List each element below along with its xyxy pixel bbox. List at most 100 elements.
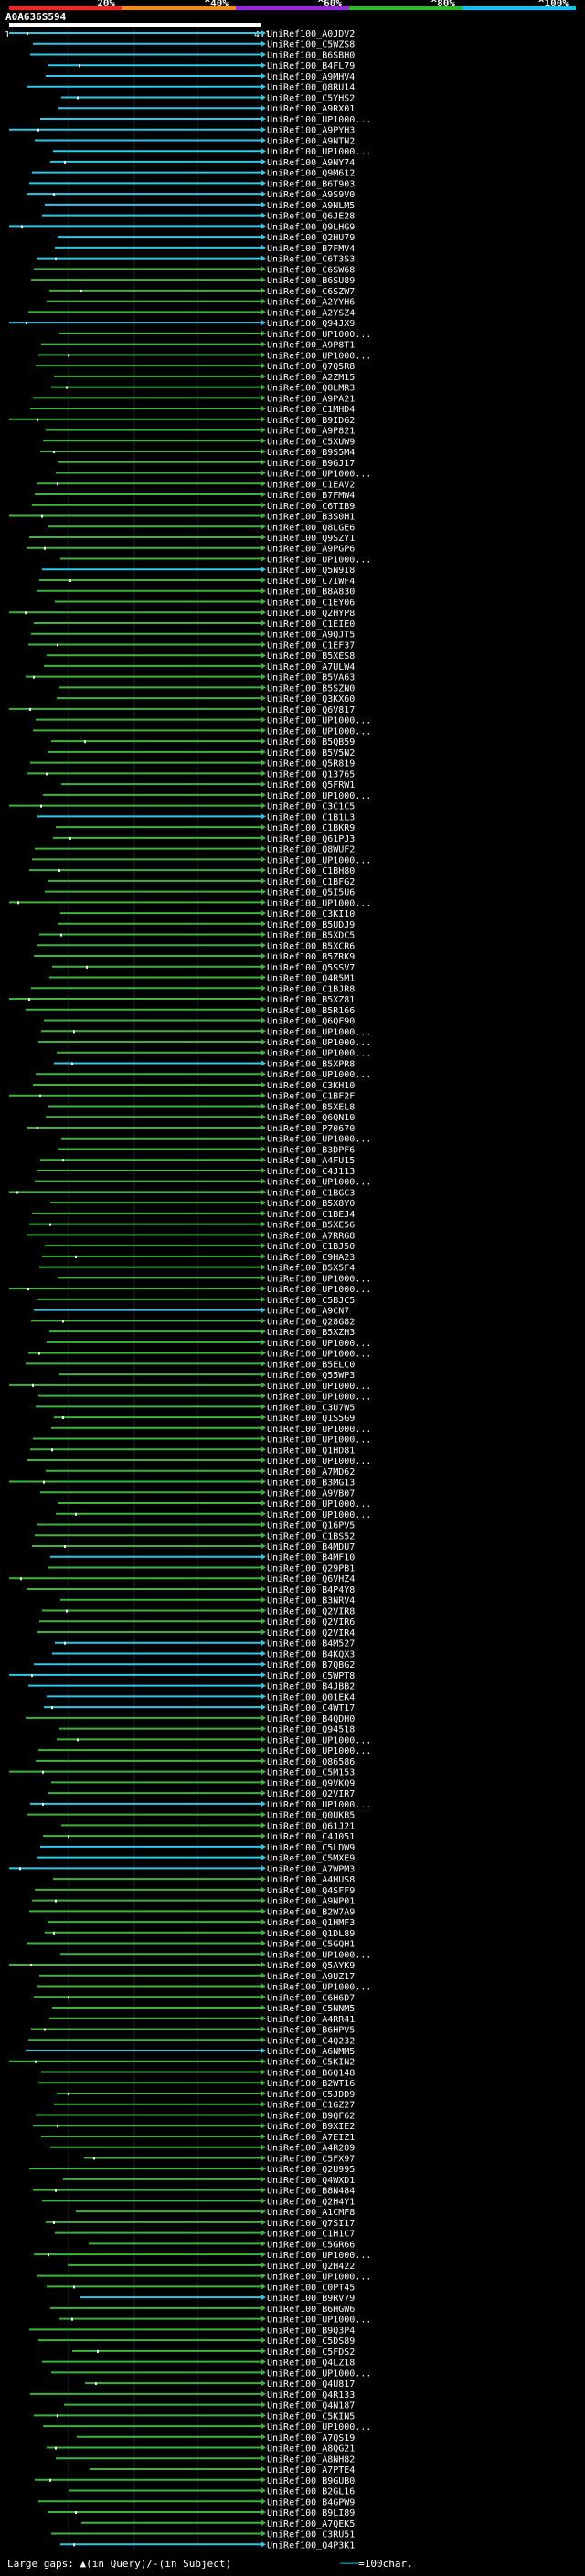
hit-row: UniRef100_C5KIN5 bbox=[34, 2412, 355, 2422]
hit-label: UniRef100_A9MHV4 bbox=[267, 72, 355, 82]
hit-arrow bbox=[261, 524, 266, 530]
hit-arrow bbox=[261, 1779, 266, 1786]
hit-row: UniRef100_UP1000... bbox=[9, 898, 371, 908]
hit-row: UniRef100_B9GUB0 bbox=[35, 2476, 355, 2486]
hit-row: UniRef100_Q7Q5R8 bbox=[36, 362, 355, 372]
hit-label: UniRef100_Q6VHZ4 bbox=[267, 1574, 355, 1585]
hit-arrow bbox=[261, 1318, 266, 1324]
hit-arrow bbox=[261, 610, 266, 616]
hit-row: UniRef100_UP1000... bbox=[59, 2316, 371, 2326]
hit-label: UniRef100_Q4LZ18 bbox=[267, 2359, 355, 2369]
hit-label: UniRef100_B9S5M4 bbox=[267, 448, 355, 458]
hit-row: UniRef100_UP1000... bbox=[43, 2422, 371, 2433]
hit-label: UniRef100_C0PT45 bbox=[267, 2283, 355, 2293]
gap-marker bbox=[51, 1706, 53, 1710]
in-subject-label: (in Subject) bbox=[158, 2558, 232, 2570]
hit-label: UniRef100_C1H1C7 bbox=[267, 2230, 355, 2240]
hit-row: UniRef100_UP1000... bbox=[38, 1038, 371, 1048]
hit-arrow bbox=[261, 287, 266, 293]
gap-marker bbox=[55, 1899, 57, 1903]
hit-arrow bbox=[261, 2166, 266, 2172]
hit-arrow bbox=[261, 1039, 266, 1044]
hit-arrow bbox=[261, 2123, 266, 2129]
gap-marker bbox=[42, 1802, 44, 1806]
hit-row: UniRef100_Q2HU79 bbox=[58, 233, 355, 243]
hit-arrow bbox=[261, 2487, 266, 2494]
hit-label: UniRef100_Q9LHG9 bbox=[267, 222, 355, 232]
hit-label: UniRef100_A4FU15 bbox=[267, 1156, 355, 1166]
hit-row: UniRef100_Q8LGE6 bbox=[48, 523, 355, 533]
hit-row: UniRef100_UP1000... bbox=[56, 1511, 371, 1521]
hit-arrow bbox=[261, 1081, 266, 1087]
hit-row: UniRef100_C1H1C7 bbox=[55, 2230, 355, 2240]
hit-row: UniRef100_B5XZH3 bbox=[49, 1328, 355, 1338]
hit-arrow bbox=[261, 1564, 266, 1571]
hit-label: UniRef100_B4M527 bbox=[267, 1639, 355, 1649]
hit-row: UniRef100_B5XZ81 bbox=[9, 995, 355, 1005]
hit-arrow bbox=[261, 470, 266, 476]
hit-arrow bbox=[261, 255, 266, 261]
hit-arrow bbox=[261, 1210, 266, 1216]
hit-arrow bbox=[261, 309, 266, 315]
gap-marker bbox=[68, 354, 69, 357]
hit-arrow bbox=[261, 1017, 266, 1023]
hit-label: UniRef100_Q2VIR6 bbox=[267, 1617, 355, 1627]
hit-arrow bbox=[261, 502, 266, 508]
hit-arrow bbox=[261, 1458, 266, 1464]
hit-label: UniRef100_Q4R5M1 bbox=[267, 974, 355, 984]
gap-marker bbox=[71, 1062, 73, 1065]
hit-row: UniRef100_C1BJR8 bbox=[31, 984, 355, 994]
hit-arrow bbox=[261, 1543, 266, 1549]
hit-row: UniRef100_B5ELC0 bbox=[26, 1360, 355, 1370]
hit-label: UniRef100_B6HPV5 bbox=[267, 2026, 355, 2036]
hit-row: UniRef100_B4MDU7 bbox=[32, 1542, 355, 1553]
hit-arrow bbox=[261, 1071, 266, 1077]
hit-label: UniRef100_UP1000... bbox=[267, 1950, 371, 1960]
hit-arrow bbox=[261, 1682, 266, 1689]
hit-arrow bbox=[261, 1253, 266, 1259]
hit-row: UniRef100_B4QDH0 bbox=[26, 1714, 355, 1724]
hit-row: UniRef100_Q61J21 bbox=[61, 1821, 355, 1831]
hit-row: UniRef100_Q7SI17 bbox=[46, 2219, 355, 2229]
hit-arrow bbox=[261, 2080, 266, 2086]
hit-label: UniRef100_B2WT16 bbox=[267, 2079, 355, 2089]
hit-row: UniRef100_Q6JE28 bbox=[42, 212, 355, 222]
hit-arrow bbox=[261, 1468, 266, 1474]
hit-label: UniRef100_B9QF62 bbox=[267, 2111, 355, 2121]
hit-row: UniRef100_UP1000... bbox=[32, 855, 371, 865]
hit-label: UniRef100_Q0UKB5 bbox=[267, 1811, 355, 1821]
hit-row: UniRef100_A7MD62 bbox=[46, 1468, 355, 1478]
hit-row: UniRef100_Q4LZ18 bbox=[42, 2359, 355, 2369]
hit-label: UniRef100_C1EY06 bbox=[267, 598, 355, 608]
hit-label: UniRef100_A7QS19 bbox=[267, 2433, 355, 2443]
gap-marker bbox=[73, 2543, 75, 2547]
hit-row: UniRef100_UP1000... bbox=[38, 351, 371, 361]
gap-marker bbox=[66, 386, 68, 389]
hit-arrow bbox=[261, 2337, 266, 2344]
hit-arrow bbox=[261, 2359, 266, 2365]
hit-label: UniRef100_Q7SI17 bbox=[267, 2219, 355, 2229]
hit-arrow bbox=[261, 1286, 266, 1292]
gap-marker bbox=[60, 933, 62, 937]
hit-label: UniRef100_B8N484 bbox=[267, 2187, 355, 2197]
hit-row: UniRef100_B9RV79 bbox=[80, 2294, 355, 2304]
hit-arrow bbox=[261, 856, 266, 863]
hit-row: UniRef100_UP1000... bbox=[34, 2251, 371, 2261]
hit-label: UniRef100_UP1000... bbox=[267, 1800, 371, 1810]
hit-label: UniRef100_UP1000... bbox=[267, 2273, 371, 2283]
hit-label: UniRef100_A9NP01 bbox=[267, 1897, 355, 1907]
hit-arrow bbox=[261, 1843, 266, 1850]
hit-row: UniRef100_Q5N9I8 bbox=[42, 566, 355, 576]
hit-label: UniRef100_UP1000... bbox=[267, 2251, 371, 2261]
legend-segment bbox=[236, 6, 349, 10]
hit-label: UniRef100_C1BS52 bbox=[267, 1532, 355, 1542]
hit-label: UniRef100_C5GQH1 bbox=[267, 1940, 355, 1950]
hit-arrow bbox=[261, 2219, 266, 2225]
hit-label: UniRef100_Q55WP3 bbox=[267, 1371, 355, 1381]
hit-row: UniRef100_B5XE56 bbox=[29, 1221, 355, 1231]
hit-label: UniRef100_A9CN7 bbox=[267, 1307, 349, 1317]
hit-label: UniRef100_C7IWF4 bbox=[267, 577, 355, 587]
hit-row: UniRef100_B3NRV4 bbox=[60, 1596, 355, 1606]
hit-row: UniRef100_B9GJ17 bbox=[58, 459, 355, 469]
hit-label: UniRef100_C5KIN5 bbox=[267, 2412, 355, 2422]
